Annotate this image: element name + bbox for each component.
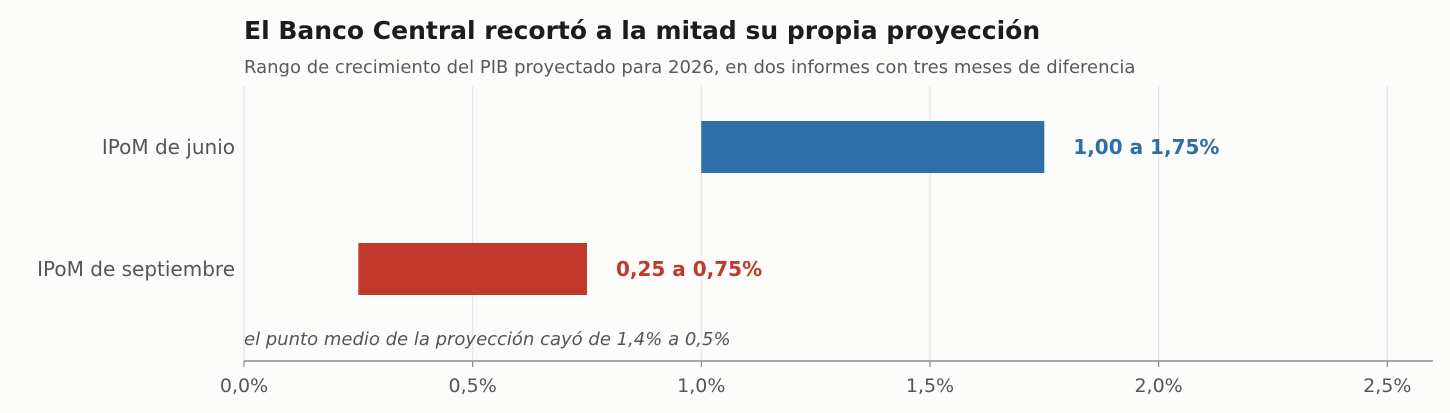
x-tick-label-2: 1,0% [677, 375, 725, 397]
labels: IPoM de junio 1,00 a 1,75% IPoM de septiem… [37, 135, 1219, 281]
category-label-1: IPoM de septiembre [37, 257, 235, 281]
range-bar-1 [358, 243, 587, 295]
chart-title: El Banco Central recortó a la mitad su p… [244, 16, 1040, 45]
x-tick-label-4: 2,0% [1134, 375, 1182, 397]
midpoint-annotation: el punto medio de la proyección cayó de … [244, 329, 731, 350]
range-label-0: 1,00 a 1,75% [1073, 135, 1219, 159]
category-label-0: IPoM de junio [102, 135, 235, 159]
x-tick-label-3: 1,5% [906, 375, 954, 397]
x-tick-label-1: 0,5% [449, 375, 497, 397]
x-axis: 0,0% 0,5% 1,0% 1,5% 2,0% 2,5% [220, 360, 1433, 397]
range-bar-0 [701, 121, 1045, 173]
x-tick-label-0: 0,0% [220, 375, 268, 397]
range-label-1: 0,25 a 0,75% [616, 257, 762, 281]
bars [358, 121, 1045, 295]
x-tick-label-5: 2,5% [1363, 375, 1411, 397]
chart-subtitle: Rango de crecimiento del PIB proyectado … [244, 57, 1135, 78]
